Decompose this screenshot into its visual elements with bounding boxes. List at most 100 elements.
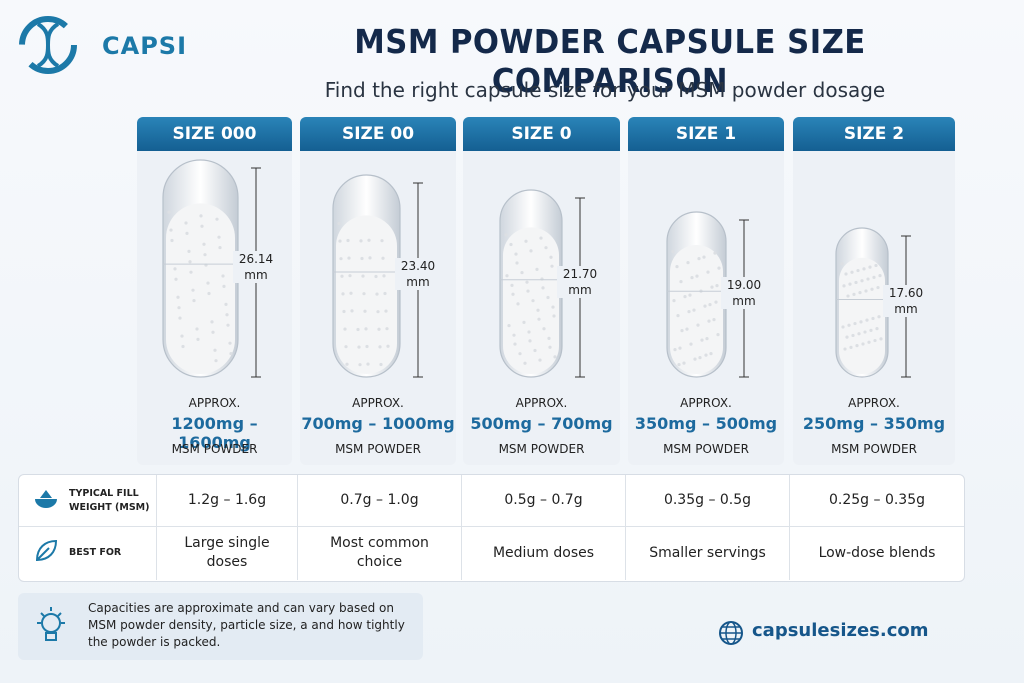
powder-grain: [682, 361, 686, 365]
table-cell: 0.25g – 0.35g: [789, 475, 964, 526]
bulb-icon: [37, 607, 65, 641]
powder-grain: [195, 327, 199, 331]
powder-grain: [871, 316, 875, 321]
powder-grain: [221, 274, 225, 278]
table-cell: 0.5g – 0.7g: [461, 475, 625, 526]
powder-grain: [688, 293, 692, 297]
powder-grain: [541, 286, 545, 290]
capsule-length: 19.00 mm: [721, 276, 767, 309]
powder-grain: [862, 267, 866, 271]
powder-grain: [707, 319, 711, 323]
note-text: Capacities are approximate and can vary …: [88, 601, 405, 649]
powder-grain: [359, 239, 363, 243]
powder-grain: [843, 347, 847, 351]
powder-grain: [846, 294, 850, 298]
powder-grain: [202, 242, 206, 246]
unit-label: MSM POWDER: [498, 442, 585, 456]
powder-grain: [877, 315, 881, 319]
approx-label: APPROX.: [680, 396, 732, 410]
powder: [670, 245, 723, 374]
powder-grain: [366, 362, 370, 366]
powder-grain: [512, 333, 516, 337]
powder-grain: [861, 342, 865, 346]
row-label: TYPICAL FILL WEIGHT (MSM): [69, 487, 150, 513]
powder-grain: [192, 298, 196, 303]
powder-grain: [853, 321, 857, 326]
powder: [166, 203, 235, 374]
powder-grain: [675, 265, 679, 269]
powder-grain: [697, 257, 701, 261]
powder-grain: [345, 362, 349, 366]
powder-grain: [706, 270, 710, 274]
unit-label: MSM POWDER: [663, 442, 749, 456]
approx-label: APPROX.: [515, 396, 568, 410]
capacity-range: 700mg – 1000mg: [301, 414, 455, 433]
powder-grain: [857, 332, 861, 336]
approx-label: APPROX.: [352, 396, 404, 410]
powder-grain: [187, 249, 191, 253]
powder-grain: [851, 333, 855, 338]
powder-grain: [344, 345, 348, 349]
powder-grain: [552, 314, 556, 318]
powder-grain: [689, 342, 693, 346]
powder-grain: [225, 313, 229, 317]
powder-grain: [218, 245, 222, 250]
powder-grain: [710, 285, 714, 289]
powder-grain: [533, 348, 537, 353]
powder-grain: [544, 246, 548, 250]
powder-grain: [362, 292, 366, 296]
powder-grain: [690, 276, 694, 280]
powder-grain: [549, 255, 553, 259]
powder-grain: [712, 318, 716, 322]
powder-grain: [213, 348, 217, 352]
powder-grain: [876, 285, 880, 290]
powder-grain: [849, 345, 853, 349]
powder-grain: [357, 345, 361, 349]
powder-grain: [536, 308, 540, 312]
powder-grain: [874, 263, 878, 268]
row-label: BEST FOR: [69, 547, 122, 558]
powder-grain: [856, 268, 860, 273]
powder-grain: [693, 357, 697, 361]
size-card: SIZE 0 21.70 mm APPROX. 500mg – 700mg MSM PO…: [463, 117, 620, 465]
powder-grain: [852, 292, 856, 296]
size-label: SIZE 1: [628, 117, 784, 151]
powder-grain: [368, 256, 372, 260]
powder-grain: [226, 323, 230, 327]
powder-grain: [550, 264, 554, 268]
powder-grain: [527, 330, 531, 334]
powder-grain: [364, 327, 368, 331]
powder-grain: [505, 274, 509, 278]
powder-grain: [384, 309, 388, 313]
powder-grain: [841, 325, 845, 329]
leaf-icon: [35, 539, 58, 562]
powder-grain: [678, 346, 682, 350]
capsule-length: 23.40 mm: [395, 258, 441, 290]
powder-grain: [361, 274, 365, 278]
powder-grain: [365, 344, 369, 349]
powder-grain: [673, 348, 677, 352]
capacity-range: 500mg – 700mg: [470, 414, 613, 433]
table-cell: Smaller servings: [625, 526, 789, 580]
powder-grain: [686, 261, 690, 265]
powder-grain: [879, 337, 883, 341]
powder-grain: [683, 295, 687, 299]
powder-grain: [865, 318, 869, 322]
powder-grain: [347, 256, 351, 260]
powder-grain: [878, 274, 882, 278]
powder-grain: [864, 289, 868, 293]
powder-grain: [854, 280, 858, 285]
powder-grain: [214, 359, 218, 363]
powder-grain: [698, 356, 702, 360]
powder-grain: [510, 283, 514, 287]
powder-grain: [716, 333, 720, 337]
powder-grain: [858, 291, 862, 295]
capsule-graphic: [162, 159, 261, 378]
site-link[interactable]: capsulesizes.com: [752, 620, 929, 641]
powder-grain: [199, 214, 203, 218]
powder-grain: [538, 358, 542, 362]
powder-grain: [526, 289, 530, 293]
powder-grain: [677, 363, 681, 367]
